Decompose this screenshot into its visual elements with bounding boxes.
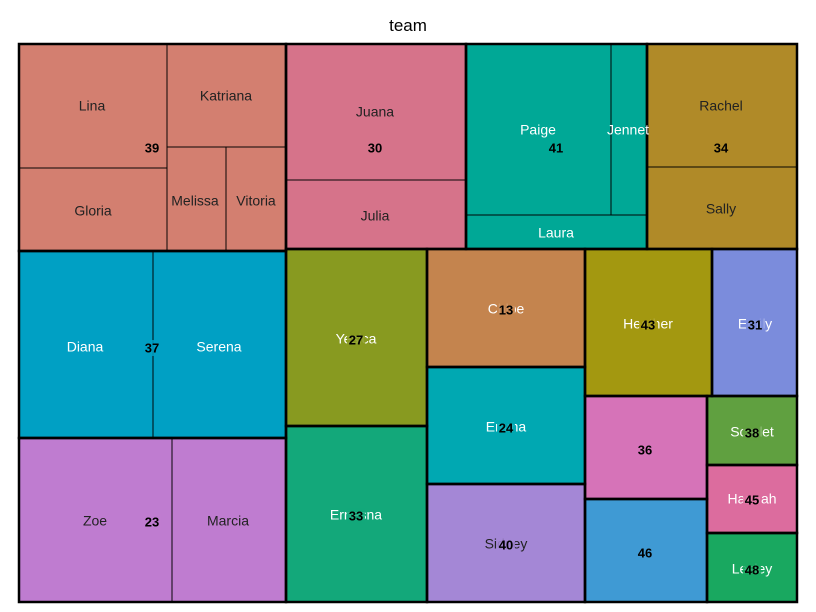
group-value-label: 43 xyxy=(641,317,655,332)
member-name-label: Diana xyxy=(67,339,104,355)
label-layer: Lina Katriana Gloria Melissa Vitoria 39 Juana J… xyxy=(67,88,777,578)
group-value-label: 36 xyxy=(638,442,652,457)
member-name-label: Zoe xyxy=(83,513,107,529)
group-value-background xyxy=(712,140,730,156)
group-value-background xyxy=(743,492,761,508)
group-value-background xyxy=(636,442,654,458)
group-value-label: 33 xyxy=(349,508,363,523)
group-value-label: 30 xyxy=(368,140,382,155)
group-value-background xyxy=(497,302,515,318)
group-value-background xyxy=(743,562,761,578)
group-border-layer xyxy=(17,42,799,604)
member-name-label: Melissa xyxy=(171,193,219,209)
group-value-label: 40 xyxy=(499,537,513,552)
group-value-background xyxy=(347,508,365,524)
member-name-label: Marcia xyxy=(207,513,249,529)
group-value-label: 39 xyxy=(145,140,159,155)
group-value-background xyxy=(497,420,515,436)
group-value-background xyxy=(143,340,161,356)
group-value-label: 37 xyxy=(145,340,159,355)
member-name-label: Lina xyxy=(79,98,106,114)
group-value-label: 45 xyxy=(745,492,759,507)
member-name-label: Rachel xyxy=(699,98,743,114)
group-value-label: 41 xyxy=(549,140,563,155)
group-value-label: 48 xyxy=(745,562,759,577)
tile-layer xyxy=(19,44,797,602)
group-value-background xyxy=(347,332,365,348)
group-value-background xyxy=(746,317,764,333)
member-name-label: Serena xyxy=(196,339,241,355)
group-value-background xyxy=(143,140,161,156)
member-name-label: Gloria xyxy=(74,203,112,219)
member-name-label: Vitoria xyxy=(236,193,276,209)
group-value-label: 46 xyxy=(638,545,652,560)
group-value-background xyxy=(547,140,565,156)
group-value-label: 13 xyxy=(499,302,513,317)
chart-title: team xyxy=(389,16,427,35)
member-name-label: Laura xyxy=(538,225,574,241)
group-value-background xyxy=(366,140,384,156)
group-value-label: 31 xyxy=(748,317,762,332)
group-value-label: 38 xyxy=(745,425,759,440)
group-value-background xyxy=(143,514,161,530)
member-name-label: Juana xyxy=(356,104,394,120)
group-value-label: 27 xyxy=(349,332,363,347)
group-value-background xyxy=(743,425,761,441)
group-value-label: 34 xyxy=(714,140,729,155)
group-value-background xyxy=(639,317,657,333)
group-border xyxy=(705,531,799,604)
group-value-label: 24 xyxy=(499,420,514,435)
group-value-label: 23 xyxy=(145,514,159,529)
member-name-label: Katriana xyxy=(200,88,252,104)
group-value-background xyxy=(636,545,654,561)
member-name-label: Sally xyxy=(706,201,736,217)
member-name-label: Paige xyxy=(520,122,556,138)
member-name-label: Julia xyxy=(361,208,390,224)
group-value-background xyxy=(497,537,515,553)
member-name-label: Jennet xyxy=(607,122,649,138)
